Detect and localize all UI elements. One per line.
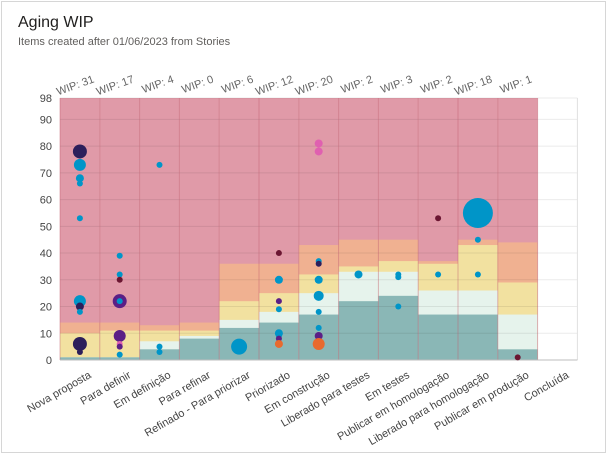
work-item-point[interactable] [116,252,123,259]
work-item-point[interactable] [474,271,481,278]
work-item-point[interactable] [76,180,83,187]
work-item-point[interactable] [156,161,163,168]
work-item-point[interactable] [116,271,123,278]
work-item-point[interactable] [76,348,83,355]
wip-label: WIP: 3 [379,74,414,97]
y-tick-label: 60 [40,195,52,207]
work-item-point[interactable] [514,354,521,361]
work-item-point[interactable] [315,308,322,315]
wip-label: WIP: 2 [419,74,454,97]
work-item-point[interactable] [313,290,324,301]
percentile-band-4 [60,357,100,360]
work-item-point[interactable] [156,348,163,355]
y-tick-label: 40 [40,248,52,260]
work-item-point[interactable] [76,308,83,315]
percentile-band-4 [179,338,220,360]
percentile-band-4 [99,357,140,360]
work-item-point[interactable] [314,275,323,284]
work-item-point[interactable] [72,144,87,159]
wip-label: WIP: 17 [95,74,136,99]
work-item-point[interactable] [231,338,248,355]
work-item-point[interactable] [354,270,363,279]
category-label: Nova proposta [25,369,94,416]
work-item-point[interactable] [275,298,282,305]
wip-label: WIP: 2 [339,74,374,97]
wip-label: WIP: 20 [294,74,335,99]
y-tick-label: 0 [46,355,52,367]
work-item-point[interactable] [474,236,481,243]
wip-label: WIP: 4 [140,74,175,97]
work-item-point[interactable] [314,147,323,156]
percentile-band-4 [338,301,379,360]
work-item-point[interactable] [275,306,282,313]
y-tick-label: 80 [40,141,52,153]
y-tick-label: 70 [40,168,52,180]
work-item-point[interactable] [116,276,123,283]
work-item-point[interactable] [315,324,322,331]
y-tick-label: 50 [40,221,52,233]
work-item-point[interactable] [274,339,283,348]
work-item-point[interactable] [435,271,442,278]
wip-label: WIP: 6 [220,74,255,97]
y-tick-label: 98 [40,93,52,105]
work-item-point[interactable] [73,158,86,171]
work-item-point[interactable] [75,174,84,183]
wip-label: WIP: 18 [453,74,494,99]
work-item-point[interactable] [72,336,87,351]
work-item-point[interactable] [116,343,123,350]
work-item-point[interactable] [275,250,282,257]
work-item-point[interactable] [314,139,323,148]
percentile-band-0 [60,98,100,360]
wip-label: WIP: 1 [499,74,534,97]
work-item-point[interactable] [113,329,126,342]
percentile-band-0 [139,98,180,360]
work-item-point[interactable] [274,275,283,284]
widget-title: Aging WIP [18,14,94,31]
work-item-point[interactable] [156,343,163,350]
y-tick-label: 10 [40,328,52,340]
work-item-point[interactable] [312,337,325,350]
percentile-band-0 [99,98,140,360]
work-item-point[interactable] [116,351,123,358]
work-item-point[interactable] [462,197,493,228]
work-item-point[interactable] [395,303,402,310]
wip-label: WIP: 12 [254,74,295,99]
work-item-point[interactable] [395,274,402,281]
work-item-point[interactable] [75,302,84,311]
wip-label: WIP: 0 [180,74,215,97]
percentile-band-4 [418,314,458,360]
work-item-point[interactable] [76,215,83,222]
work-item-point[interactable] [315,260,322,267]
work-item-point[interactable] [116,298,123,305]
y-tick-label: 30 [40,275,52,287]
work-item-point[interactable] [435,215,442,222]
y-tick-label: 90 [40,114,52,126]
work-item-point[interactable] [314,331,323,340]
wip-label: WIP: 31 [55,74,96,99]
percentile-band-0 [179,98,220,360]
work-item-point[interactable] [275,335,282,342]
y-tick-label: 20 [40,302,52,314]
widget-subtitle: Items created after 01/06/2023 from Stor… [18,36,231,48]
category-label: Concluída [522,369,572,405]
percentile-band-4 [458,314,498,360]
